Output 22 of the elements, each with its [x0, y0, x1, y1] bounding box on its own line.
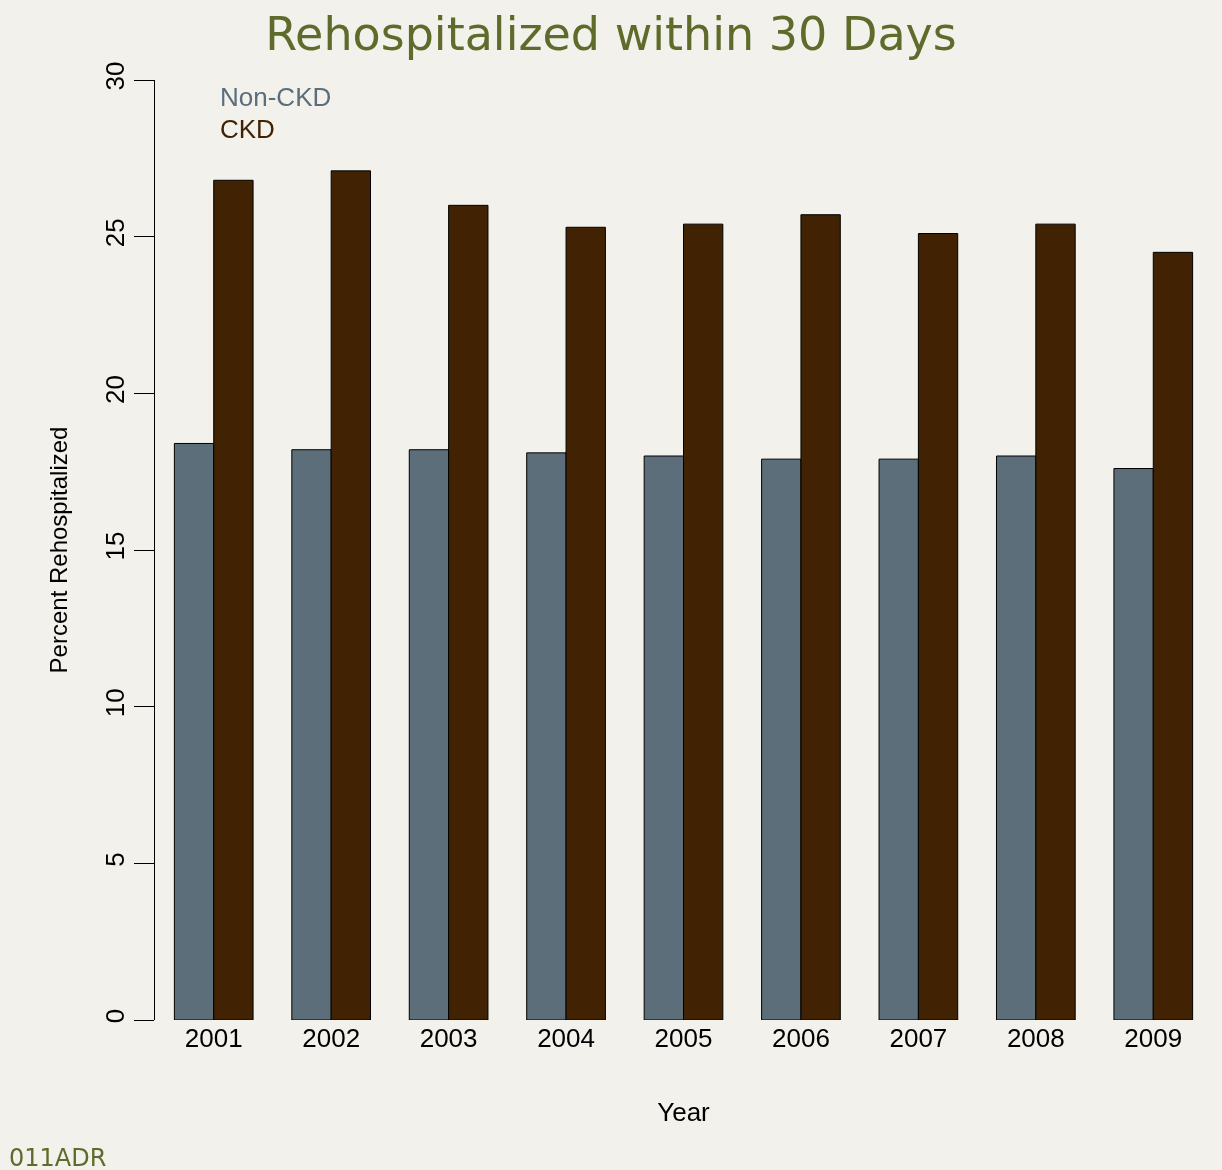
x-axis-title: Year — [657, 1096, 711, 1127]
x-tick-label: 2006 — [772, 1023, 830, 1053]
x-tick-label: 2008 — [1006, 1023, 1065, 1053]
y-tick-label: 25 — [99, 218, 130, 248]
x-tick-label: 2007 — [889, 1023, 948, 1053]
y-axis-title: Percent Rehospitalized — [44, 426, 72, 674]
chart-title: Rehospitalized within 30 Days — [265, 6, 957, 61]
y-tick-label: 5 — [99, 852, 130, 867]
y-tick-label: 15 — [99, 531, 130, 561]
x-tick-label: 2004 — [537, 1023, 595, 1053]
series-label: CKD — [220, 114, 275, 144]
y-tick-label: 0 — [99, 1008, 130, 1024]
y-tick-label: 30 — [99, 61, 130, 91]
x-tick-label: 2002 — [302, 1023, 361, 1053]
x-tick-label: 2001 — [184, 1023, 243, 1053]
text: 011ADR — [9, 1144, 107, 1170]
x-tick-label: 2005 — [654, 1023, 713, 1053]
x-tick-label: 2009 — [1124, 1023, 1183, 1053]
text: Non-CKD — [220, 82, 332, 112]
y-tick-label: 10 — [99, 688, 130, 718]
y-tick-label: 20 — [99, 374, 130, 404]
x-tick-label: 2003 — [419, 1023, 478, 1053]
